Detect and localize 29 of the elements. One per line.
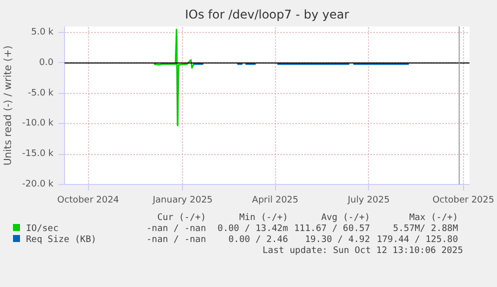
x-tick-label: October 2024 (57, 196, 120, 206)
text: 179.44 / 125.80 (376, 235, 458, 246)
text: Avg (-/+) (320, 213, 370, 224)
chart-title: IOs for /dev/loop7 - by year (184, 8, 350, 22)
y-tick-label: 5.0 k (31, 28, 54, 38)
text: 0.00 / 13.42m (216, 224, 288, 235)
y-tick-label: -15.0 k (22, 149, 54, 160)
x-tick-label: October 2025 (432, 196, 494, 206)
y-tick-label: -10.0 k (22, 118, 54, 129)
text: -nan / -nan (145, 235, 206, 246)
legend-label: Req Size (KB) (25, 235, 98, 246)
x-tick-label: April 2025 (252, 196, 298, 206)
legend-label: IO/sec (25, 224, 60, 235)
y-axis-title: Units read (-) / write (+) (3, 45, 14, 166)
y-tick-label: -5.0 k (28, 88, 54, 98)
x-tick-label: January 2025 (152, 196, 213, 206)
text: -nan / -nan (145, 224, 206, 235)
text: 0.00 / 2.46 (227, 235, 288, 246)
text: 5.57M/ 2.88M (392, 224, 458, 235)
line-series (153, 28, 200, 126)
text: 19.30 / 4.92 (304, 235, 370, 246)
text: Cur (-/+) (156, 213, 206, 224)
text: 111.67 / 60.57 (293, 224, 370, 235)
text: Min (-/+) (238, 213, 288, 224)
y-tick-label: -20.0 k (22, 180, 54, 190)
text: Max (-/+) (408, 213, 458, 224)
y-tick-label: 0.0 (39, 58, 54, 68)
text: Last update: Sun Oct 12 13:10:06 2025 (262, 246, 463, 257)
x-tick-label: July 2025 (346, 196, 390, 206)
